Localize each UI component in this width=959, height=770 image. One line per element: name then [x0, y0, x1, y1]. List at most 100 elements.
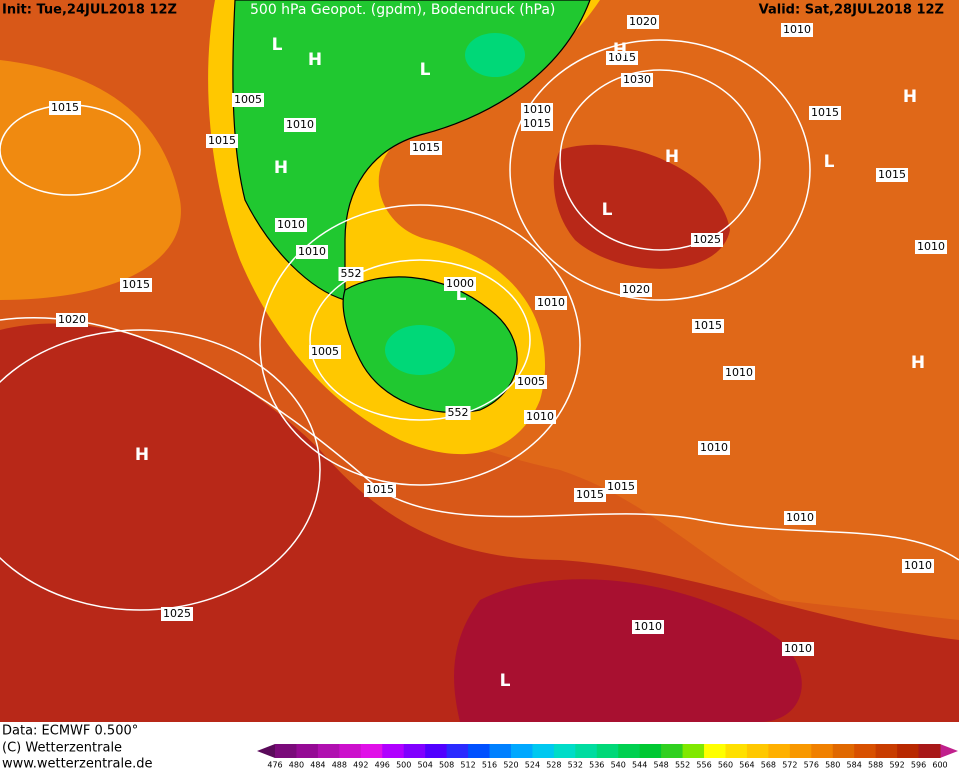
isobar-label-bg: [627, 15, 659, 29]
isobar: [259, 204, 581, 486]
field-orange: [0, 60, 181, 300]
scale-swatch: [403, 744, 426, 758]
pressure-center: H: [911, 353, 925, 373]
isobars: [0, 39, 959, 611]
pressure-center: H: [308, 50, 322, 70]
field-hot: [454, 579, 802, 722]
isobar-label-bg: [410, 141, 442, 155]
isobar-label-bg: [535, 296, 567, 310]
isobar-label: 1015: [208, 134, 236, 147]
isobar-label-bg: [338, 267, 364, 281]
isobar-label-bg: [275, 218, 307, 232]
scale-label: 560: [718, 761, 733, 770]
scale-label: 508: [439, 761, 454, 770]
isobar-label-bg: [445, 406, 471, 420]
isobar-label-bg: [691, 233, 723, 247]
isobar-label: 1010: [523, 103, 551, 116]
isobar-label: 1010: [286, 118, 314, 131]
scale-label: 564: [739, 761, 754, 770]
isobar-label: 1025: [163, 607, 191, 620]
scale-label: 568: [761, 761, 776, 770]
pressure-center: L: [272, 35, 283, 55]
scale-swatch: [553, 744, 576, 758]
isobar-label-bg: [56, 313, 88, 327]
isobar-label: 1015: [412, 141, 440, 154]
pressure-center: L: [602, 200, 613, 220]
isobar-label: 1005: [311, 345, 339, 358]
isobar-label-bg: [161, 607, 193, 621]
scale-label: 540: [611, 761, 626, 770]
isobar-label-bg: [120, 278, 152, 292]
scale-swatch: [382, 744, 405, 758]
isobar-label-bg: [606, 51, 638, 65]
isobar-label: 1010: [700, 441, 728, 454]
isobar-label-bg: [698, 441, 730, 455]
scale-swatch: [446, 744, 469, 758]
isobar-label-bg: [605, 480, 637, 494]
copyright: (C) Wetterzentrale: [2, 741, 122, 756]
isobar-label-bg: [781, 23, 813, 37]
scale-swatch: [275, 744, 297, 758]
isobar: [509, 39, 811, 301]
scale-label: 572: [782, 761, 797, 770]
pressure-center: L: [500, 671, 511, 691]
scale-swatch: [725, 744, 748, 758]
isobar-label-bg: [692, 319, 724, 333]
scale-label: 592: [889, 761, 904, 770]
isobar-label-bg: [515, 375, 547, 389]
isobar-label: 1020: [58, 313, 86, 326]
isobar-label-bg: [632, 620, 664, 634]
scale-label: 544: [632, 761, 647, 770]
isobar-label-bg: [782, 642, 814, 656]
isobar-label: 1015: [366, 483, 394, 496]
pressure-center: H: [274, 158, 288, 178]
isobar-label: 1010: [784, 642, 812, 655]
scale-swatch: [746, 744, 769, 758]
isobar-label-bg: [206, 134, 238, 148]
low-core: [385, 325, 455, 375]
scale-swatch: [682, 744, 705, 758]
scale-label: 556: [696, 761, 711, 770]
pressure-center: L: [824, 152, 835, 172]
isobar-label: 552: [341, 267, 362, 280]
scale-label: 496: [375, 761, 390, 770]
isobar: [559, 69, 761, 251]
scale-swatch: [339, 744, 362, 758]
isobar-label: 1015: [811, 106, 839, 119]
scale-swatch: [618, 744, 641, 758]
scale-label: 532: [568, 761, 583, 770]
isobar-label: 1010: [298, 245, 326, 258]
pressure-center: H: [903, 87, 917, 107]
scale-swatch: [639, 744, 662, 758]
isobar-label-bg: [521, 103, 553, 117]
scale-label: 476: [267, 761, 282, 770]
scale-label: 524: [525, 761, 540, 770]
isobar-label: 1005: [517, 375, 545, 388]
scale-label: 504: [418, 761, 433, 770]
scale-label: 548: [653, 761, 668, 770]
isobar-label: 1015: [607, 480, 635, 493]
isobar-label-bg: [524, 410, 556, 424]
isobar-label: 1020: [629, 15, 657, 28]
init-time: Init: Tue,24JUL2018 12Z: [2, 3, 177, 18]
scale-label: 484: [310, 761, 325, 770]
isobar-label: 1015: [694, 319, 722, 332]
scale-label: 600: [932, 761, 947, 770]
isobar-label-bg: [232, 93, 264, 107]
scale-label: 492: [353, 761, 368, 770]
isobar-label-bg: [364, 483, 396, 497]
isobar-label-bg: [620, 283, 652, 297]
isobar: [0, 317, 959, 561]
isobar-label: 1015: [878, 168, 906, 181]
scale-label: 500: [396, 761, 411, 770]
scale-swatch: [789, 744, 812, 758]
isobar: [0, 329, 321, 611]
scale-swatch: [575, 744, 598, 758]
isobar-label: 1015: [576, 488, 604, 501]
scale-label: 576: [804, 761, 819, 770]
pressure-center: H: [665, 147, 679, 167]
isobar-label: 1010: [537, 296, 565, 309]
scale-swatch: [596, 744, 619, 758]
valid-time: Valid: Sat,28JUL2018 12Z: [759, 3, 944, 18]
